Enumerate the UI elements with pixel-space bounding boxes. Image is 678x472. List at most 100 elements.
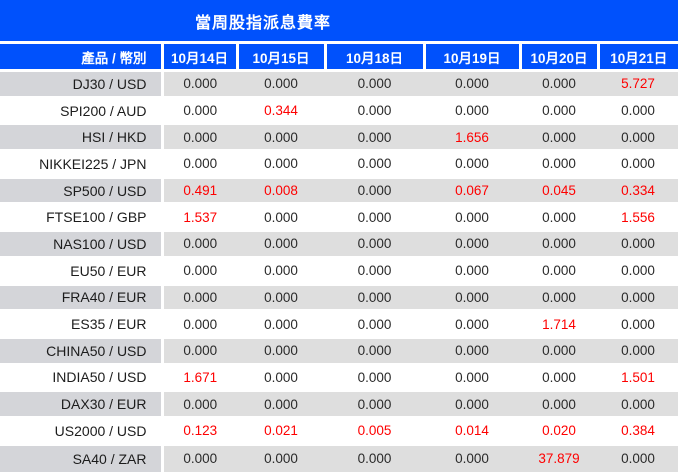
rate-cell: 0.000 [598, 257, 678, 286]
rate-cell: 0.000 [424, 310, 520, 339]
rate-cell: 0.000 [424, 257, 520, 286]
rate-cell: 0.000 [424, 150, 520, 179]
rate-cell: 0.000 [598, 123, 678, 153]
product-cell: HSI / HKD [0, 123, 164, 153]
rate-cell: 0.000 [237, 444, 325, 472]
rate-cell: 0.000 [598, 97, 678, 126]
rate-cell: 0.008 [237, 177, 325, 206]
table-row: US2000 / USD 0.123 0.021 0.005 0.014 0.0… [0, 417, 678, 446]
rate-cell: 0.000 [325, 390, 424, 419]
rate-cell: 0.000 [325, 444, 424, 472]
product-cell: EU50 / EUR [0, 257, 164, 286]
rate-cell: 1.537 [162, 203, 237, 233]
rate-cell: 0.000 [237, 123, 325, 153]
table-row: SA40 / ZAR 0.000 0.000 0.000 0.000 37.87… [0, 444, 678, 472]
table-row: CHINA50 / USD 0.000 0.000 0.000 0.000 0.… [0, 337, 678, 366]
product-cell: SA40 / ZAR [0, 444, 164, 472]
dividend-rates-table: 產品 / 幣別 10月14日 10月15日 10月18日 10月19日 10月2… [0, 41, 678, 472]
column-header-date-2: 10月15日 [235, 41, 325, 72]
rate-cell: 0.000 [237, 203, 325, 233]
rate-cell: 0.000 [325, 203, 424, 233]
rate-cell: 0.020 [520, 417, 598, 446]
rate-cell: 0.000 [520, 230, 598, 259]
product-cell: INDIA50 / USD [0, 364, 164, 393]
rate-cell: 0.000 [424, 70, 520, 99]
rate-cell: 0.000 [325, 364, 424, 393]
rate-cell: 0.000 [598, 444, 678, 472]
rate-cell: 0.021 [237, 417, 325, 446]
table-row: HSI / HKD 0.000 0.000 0.000 1.656 0.000 … [0, 123, 678, 153]
product-cell: DJ30 / USD [0, 70, 164, 99]
rate-cell: 0.344 [237, 97, 325, 126]
table-row: SP500 / USD 0.491 0.008 0.000 0.067 0.04… [0, 177, 678, 206]
rate-cell: 0.491 [162, 177, 237, 206]
header-row: 產品 / 幣別 10月14日 10月15日 10月18日 10月19日 10月2… [0, 41, 678, 72]
rate-cell: 0.000 [424, 444, 520, 472]
rate-cell: 0.000 [237, 364, 325, 393]
rate-cell: 0.000 [325, 123, 424, 153]
rate-cell: 0.014 [424, 417, 520, 446]
rate-cell: 0.000 [325, 310, 424, 339]
rate-cell: 0.000 [598, 310, 678, 339]
rate-cell: 1.556 [598, 203, 678, 233]
rate-cell: 0.000 [237, 257, 325, 286]
table-row: DAX30 / EUR 0.000 0.000 0.000 0.000 0.00… [0, 390, 678, 419]
product-cell: FRA40 / EUR [0, 284, 164, 313]
product-cell: SPI200 / AUD [0, 97, 164, 126]
rate-cell: 0.005 [325, 417, 424, 446]
rate-cell: 0.000 [424, 284, 520, 313]
column-header-date-4: 10月19日 [422, 41, 520, 72]
table-row: INDIA50 / USD 1.671 0.000 0.000 0.000 0.… [0, 364, 678, 393]
column-header-date-5: 10月20日 [518, 41, 598, 72]
rate-cell: 0.000 [424, 203, 520, 233]
rate-cell: 0.000 [424, 390, 520, 419]
rate-cell: 1.671 [162, 364, 237, 393]
rate-cell: 5.727 [598, 70, 678, 99]
rate-cell: 0.000 [162, 284, 237, 313]
rate-cell: 0.000 [237, 150, 325, 179]
page-title: 當周股指派息費率 [0, 0, 678, 41]
rate-cell: 0.000 [325, 97, 424, 126]
rate-cell: 0.000 [520, 337, 598, 366]
rate-cell: 0.000 [598, 390, 678, 419]
rate-cell: 0.000 [325, 150, 424, 179]
rate-cell: 0.000 [598, 150, 678, 179]
rate-cell: 0.000 [424, 97, 520, 126]
rate-cell: 0.000 [237, 284, 325, 313]
table-row: NIKKEI225 / JPN 0.000 0.000 0.000 0.000 … [0, 150, 678, 179]
rate-cell: 0.000 [598, 337, 678, 366]
table-row: FRA40 / EUR 0.000 0.000 0.000 0.000 0.00… [0, 284, 678, 313]
rate-cell: 0.000 [162, 97, 237, 126]
rate-cell: 0.000 [237, 70, 325, 99]
rate-cell: 1.656 [424, 123, 520, 153]
rate-cell: 0.000 [520, 123, 598, 153]
rate-cell: 0.000 [237, 230, 325, 259]
rate-cell: 1.714 [520, 310, 598, 339]
column-header-date-1: 10月14日 [160, 41, 237, 72]
rate-cell: 0.000 [520, 284, 598, 313]
rate-cell: 0.000 [237, 310, 325, 339]
table-row: NAS100 / USD 0.000 0.000 0.000 0.000 0.0… [0, 230, 678, 259]
rate-cell: 0.000 [325, 177, 424, 206]
rate-cell: 0.000 [424, 364, 520, 393]
rate-cell: 0.067 [424, 177, 520, 206]
rate-cell: 0.000 [162, 444, 237, 472]
rate-cell: 0.000 [325, 70, 424, 99]
product-cell: ES35 / EUR [0, 310, 164, 339]
rate-cell: 37.879 [520, 444, 598, 472]
rate-cell: 0.123 [162, 417, 237, 446]
table-row: DJ30 / USD 0.000 0.000 0.000 0.000 0.000… [0, 70, 678, 99]
rate-cell: 0.000 [162, 70, 237, 99]
rate-cell: 0.000 [325, 284, 424, 313]
table-row: EU50 / EUR 0.000 0.000 0.000 0.000 0.000… [0, 257, 678, 286]
rate-cell: 0.000 [237, 337, 325, 366]
rate-cell: 0.000 [520, 203, 598, 233]
rate-cell: 0.384 [598, 417, 678, 446]
rate-cell: 1.501 [598, 364, 678, 393]
column-header-date-3: 10月18日 [323, 41, 424, 72]
rate-cell: 0.000 [424, 230, 520, 259]
rate-cell: 0.000 [162, 123, 237, 153]
column-header-product: 產品 / 幣別 [0, 41, 162, 72]
rate-cell: 0.000 [598, 284, 678, 313]
